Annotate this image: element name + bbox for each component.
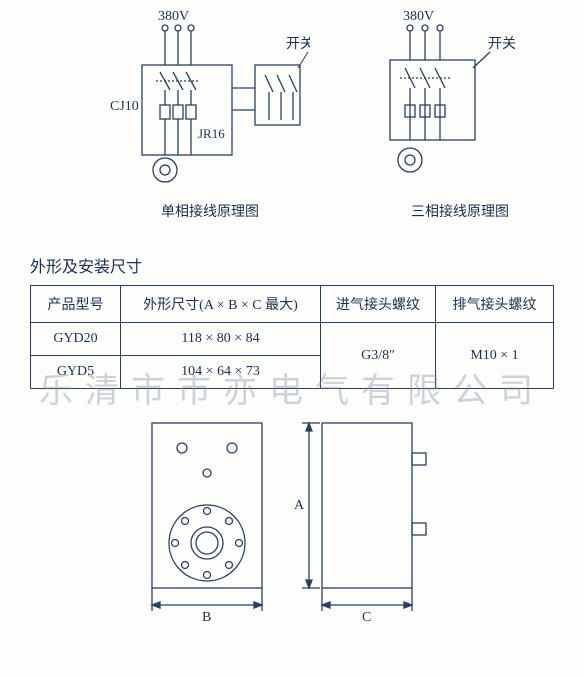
table-header-row: 产品型号 外形尺寸(A × B × C 最大) 进气接头螺纹 排气接头螺纹 <box>31 286 554 323</box>
th-outlet: 排气接头螺纹 <box>436 286 554 323</box>
cell-outlet: M10 × 1 <box>436 323 554 389</box>
dim-drawing-svg: B A C <box>102 413 482 633</box>
cj10-label: CJ10 <box>110 99 139 114</box>
page-root: 380V CJ10 JR16 开关 单相接线原理图 <box>0 0 584 677</box>
voltage-label-left: 380V <box>158 10 189 24</box>
diagram-three-phase: 380V 开关 三相接线原理图 <box>370 10 550 221</box>
dim-label-a: A <box>294 498 305 513</box>
cell-model-0: GYD20 <box>31 323 121 356</box>
dimensional-drawing: B A C <box>30 413 554 638</box>
th-dims: 外形尺寸(A × B × C 最大) <box>121 286 321 323</box>
voltage-label-right: 380V <box>403 10 434 24</box>
switch-label-left: 开关 <box>286 36 310 52</box>
dim-label-c: C <box>362 610 371 625</box>
cell-model-1: GYD5 <box>31 356 121 389</box>
diagram-single-phase: 380V CJ10 JR16 开关 单相接线原理图 <box>110 10 310 221</box>
single-phase-svg: 380V CJ10 JR16 开关 <box>110 10 310 190</box>
section-title: 外形及安装尺寸 <box>30 253 554 277</box>
cell-inlet: G3/8″ <box>321 323 436 389</box>
table-row: GYD20 118 × 80 × 84 G3/8″ M10 × 1 <box>31 323 554 356</box>
dimensions-table: 产品型号 外形尺寸(A × B × C 最大) 进气接头螺纹 排气接头螺纹 GY… <box>30 285 554 389</box>
caption-three-phase: 三相接线原理图 <box>370 201 550 221</box>
wiring-diagrams: 380V CJ10 JR16 开关 单相接线原理图 <box>30 10 554 235</box>
th-model: 产品型号 <box>31 286 121 323</box>
caption-single-phase: 单相接线原理图 <box>110 201 310 221</box>
cell-dims-0: 118 × 80 × 84 <box>121 323 321 356</box>
cell-dims-1: 104 × 64 × 73 <box>121 356 321 389</box>
th-inlet: 进气接头螺纹 <box>321 286 436 323</box>
jr16-label: JR16 <box>198 126 225 141</box>
dim-label-b: B <box>202 610 211 625</box>
switch-label-right: 开关 <box>488 36 516 52</box>
three-phase-svg: 380V 开关 <box>370 10 550 190</box>
